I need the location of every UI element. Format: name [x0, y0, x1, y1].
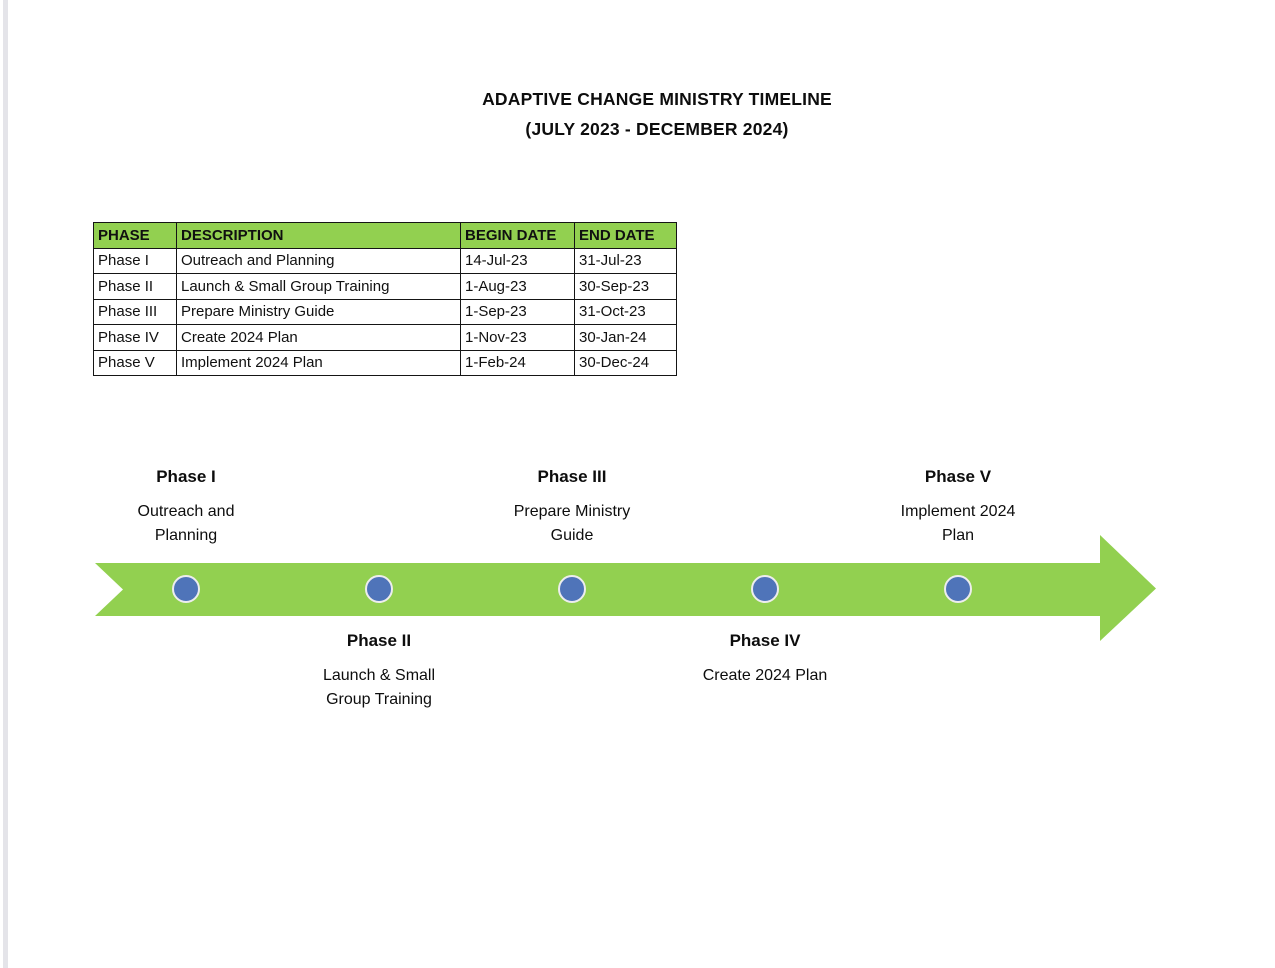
timeline-phase-label: Phase III Prepare Ministry Guide	[490, 466, 655, 548]
phase-description: Outreach and Planning	[137, 503, 235, 544]
phase-name: Phase IV	[729, 631, 801, 650]
table-cell: 30-Sep-23	[574, 273, 677, 300]
table-cell: Launch & Small Group Training	[176, 273, 461, 300]
table-cell: 1-Nov-23	[460, 324, 575, 351]
timeline-phase-label: Phase V Implement 2024 Plan	[876, 466, 1041, 548]
timeline-marker-dot	[365, 575, 393, 603]
phase-description: Create 2024 Plan	[702, 667, 828, 684]
phase-name: Phase I	[156, 467, 216, 486]
table-cell: 1-Feb-24	[460, 349, 575, 376]
table-header-cell: END DATE	[574, 222, 677, 249]
table-cell: Phase III	[93, 298, 177, 325]
phase-name: Phase II	[346, 631, 412, 650]
page-edge-strip	[3, 0, 8, 968]
timeline-marker-dot	[172, 575, 200, 603]
table-cell: 30-Jan-24	[574, 324, 677, 351]
phase-description: Prepare Ministry Guide	[513, 503, 631, 544]
phase-table: PHASE DESCRIPTION BEGIN DATE END DATE Phase…	[93, 222, 677, 376]
table-cell: 31-Oct-23	[574, 298, 677, 325]
table-header-cell: BEGIN DATE	[460, 222, 575, 249]
table-cell: Implement 2024 Plan	[176, 349, 461, 376]
table-cell: 30-Dec-24	[574, 349, 677, 376]
table-header-cell: DESCRIPTION	[176, 222, 461, 249]
table-row: Phase III Prepare Ministry Guide 1-Sep-23 3…	[93, 298, 677, 325]
table-header-row: PHASE DESCRIPTION BEGIN DATE END DATE	[93, 222, 677, 249]
phase-description: Implement 2024 Plan	[900, 503, 1016, 544]
title-line-2: (JULY 2023 - DECEMBER 2024)	[525, 119, 789, 139]
phase-description: Launch & Small Group Training	[322, 667, 436, 708]
table-row: Phase II Launch & Small Group Training 1-A…	[93, 273, 677, 300]
table-cell: 1-Aug-23	[460, 273, 575, 300]
table-header-cell: PHASE	[93, 222, 177, 249]
table-cell: Create 2024 Plan	[176, 324, 461, 351]
table-cell: 31-Jul-23	[574, 247, 677, 274]
timeline-marker-dot	[751, 575, 779, 603]
page-title: ADAPTIVE CHANGE MINISTRY TIMELINE (JULY …	[482, 84, 832, 144]
table-cell: Phase V	[93, 349, 177, 376]
phase-name: Phase V	[924, 467, 992, 486]
timeline-marker-dot	[944, 575, 972, 603]
phase-name: Phase III	[537, 467, 607, 486]
timeline-marker-dot	[558, 575, 586, 603]
table-cell: Outreach and Planning	[176, 247, 461, 274]
table-row: Phase V Implement 2024 Plan 1-Feb-24 30-Dec…	[93, 349, 677, 376]
table-cell: 1-Sep-23	[460, 298, 575, 325]
table-cell: Phase I	[93, 247, 177, 274]
table-cell: Prepare Ministry Guide	[176, 298, 461, 325]
title-line-1: ADAPTIVE CHANGE MINISTRY TIMELINE	[482, 89, 832, 109]
timeline-phase-label: Phase II Launch & Small Group Training	[297, 630, 462, 712]
table-cell: Phase II	[93, 273, 177, 300]
table-cell: 14-Jul-23	[460, 247, 575, 274]
table-cell: Phase IV	[93, 324, 177, 351]
timeline-arrow	[95, 535, 1156, 641]
table-row: Phase I Outreach and Planning 14-Jul-23 31-…	[93, 247, 677, 274]
timeline-phase-label: Phase I Outreach and Planning	[104, 466, 269, 548]
table-row: Phase IV Create 2024 Plan 1-Nov-23 30-Jan-2…	[93, 324, 677, 351]
timeline-phase-label: Phase IV Create 2024 Plan	[683, 630, 848, 688]
